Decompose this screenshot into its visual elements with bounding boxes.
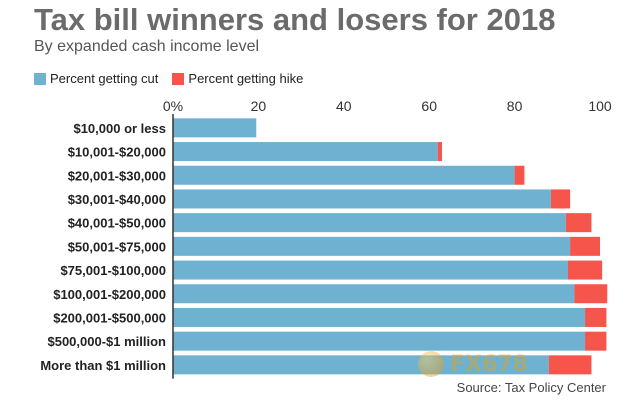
category-label: $200,001-$500,000 xyxy=(53,310,166,325)
category-label: $10,001-$20,000 xyxy=(68,145,166,160)
x-tick-label: 60 xyxy=(421,98,437,114)
bar-hike xyxy=(585,331,607,351)
category-label: $40,001-$50,000 xyxy=(68,216,166,231)
legend-swatch-cut xyxy=(34,72,46,85)
legend-item-cut: Percent getting cut xyxy=(34,71,158,86)
legend-label-hike: Percent getting hike xyxy=(188,71,304,86)
category-label: $75,001-$100,000 xyxy=(60,263,166,278)
bar-hike xyxy=(574,284,608,304)
bar-cut xyxy=(173,260,568,280)
x-tick-label: 80 xyxy=(507,98,523,114)
category-label: $20,001-$30,000 xyxy=(68,168,166,183)
legend: Percent getting cut Percent getting hike xyxy=(34,71,303,86)
bar-cut xyxy=(173,307,586,327)
bar-cut xyxy=(173,213,566,233)
bar-hike xyxy=(585,307,607,327)
category-label: $30,001-$40,000 xyxy=(68,192,166,207)
source-note: Source: Tax Policy Center xyxy=(456,380,606,395)
bar-cut xyxy=(173,142,438,162)
chart-title: Tax bill winners and losers for 2018 xyxy=(34,2,556,37)
bar-cut xyxy=(173,189,551,209)
category-label: $100,001-$200,000 xyxy=(53,287,166,302)
bar-hike xyxy=(514,165,525,185)
legend-item-hike: Percent getting hike xyxy=(172,71,303,86)
bar-hike xyxy=(570,236,600,256)
bar-cut xyxy=(173,331,586,351)
x-tick-label: 20 xyxy=(251,98,267,114)
legend-label-cut: Percent getting cut xyxy=(50,71,159,86)
watermark-logo-icon xyxy=(418,351,444,377)
category-label: $10,000 or less xyxy=(73,121,166,136)
bar-cut xyxy=(173,236,571,256)
bar-hike xyxy=(548,355,592,375)
watermark-text: FX678 xyxy=(450,351,528,377)
category-label: $500,000-$1 million xyxy=(47,334,166,349)
bar-hike xyxy=(565,213,592,233)
bar-cut xyxy=(173,284,575,304)
watermark: FX678 xyxy=(418,346,628,382)
x-tick-label: 40 xyxy=(336,98,352,114)
bar-cut xyxy=(173,165,515,185)
bar-cut xyxy=(173,118,257,138)
bar-hike xyxy=(567,260,603,280)
x-tick-label: 100 xyxy=(588,98,612,114)
category-label: $50,001-$75,000 xyxy=(68,239,166,254)
bar-hike xyxy=(550,189,571,209)
bar-cut xyxy=(173,355,549,375)
legend-swatch-hike xyxy=(172,72,185,85)
chart-subtitle: By expanded cash income level xyxy=(34,38,260,55)
bar-hike xyxy=(437,142,443,162)
x-tick-label: 0% xyxy=(163,98,183,114)
category-label: More than $1 million xyxy=(40,358,166,373)
